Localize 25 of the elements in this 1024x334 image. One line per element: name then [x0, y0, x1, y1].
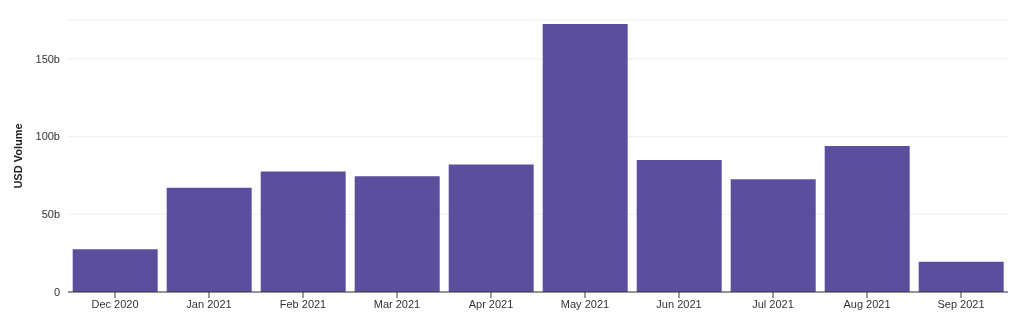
bar — [354, 176, 440, 292]
y-tick-label: 50b — [41, 208, 60, 221]
bar — [918, 261, 1004, 292]
x-tick-label: Apr 2021 — [468, 297, 514, 310]
x-tick-label: May 2021 — [560, 297, 610, 310]
y-axis-title: USD Volume — [11, 123, 24, 189]
x-tick-label: Dec 2020 — [91, 297, 139, 310]
y-tick-label: 100b — [35, 130, 60, 143]
bar — [448, 164, 534, 292]
bar — [636, 159, 722, 292]
bar — [166, 187, 252, 292]
x-tick-label: Aug 2021 — [843, 297, 891, 310]
x-tick-label: Jul 2021 — [752, 297, 794, 310]
bar — [824, 145, 910, 292]
x-tick-label: Feb 2021 — [279, 297, 327, 310]
x-tick-label: Mar 2021 — [373, 297, 421, 310]
bar — [72, 249, 158, 292]
y-tick-label: 0 — [53, 285, 60, 298]
bar — [542, 23, 628, 292]
x-tick-label: Jun 2021 — [656, 297, 702, 310]
bar — [730, 179, 816, 292]
bar — [260, 171, 346, 292]
x-tick-label: Sep 2021 — [937, 297, 985, 310]
y-tick-label: 150b — [35, 52, 60, 65]
x-tick-label: Jan 2021 — [186, 297, 232, 310]
